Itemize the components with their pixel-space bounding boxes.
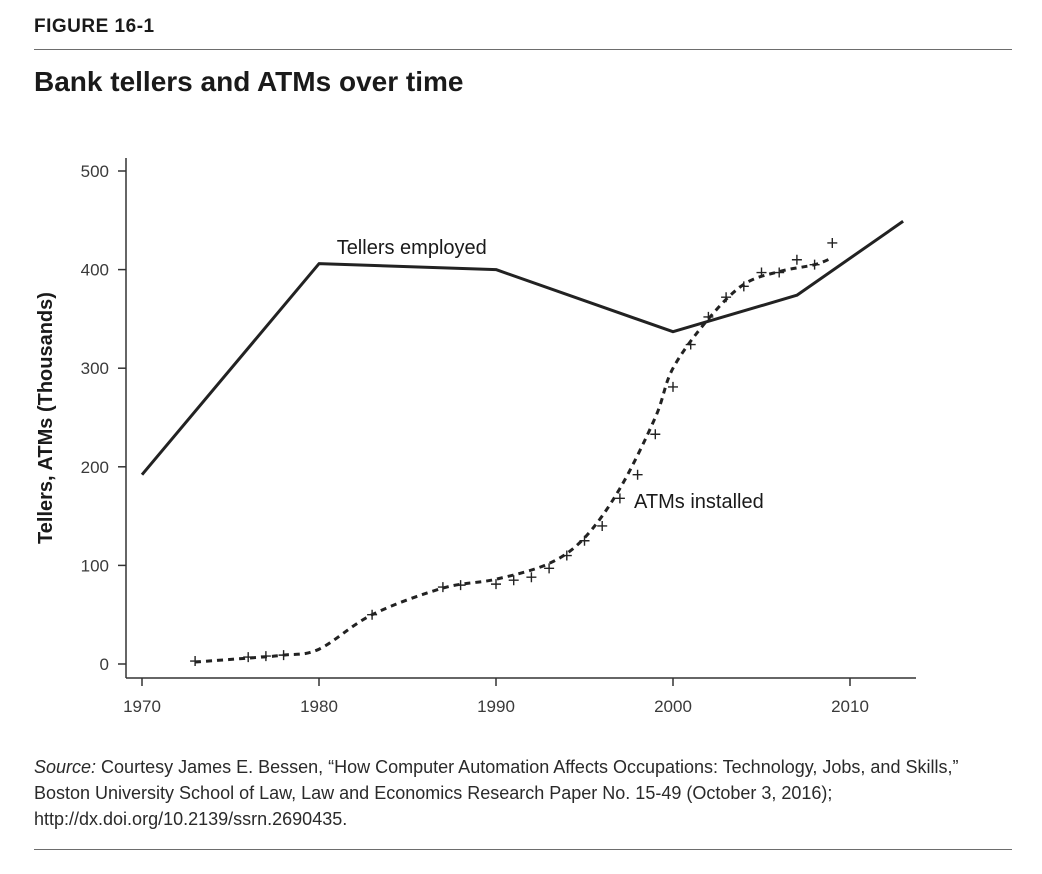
atms-installed-marker-1992 (526, 572, 537, 583)
atms-installed-marker-2002 (703, 311, 714, 322)
y-axis-label: Tellers, ATMs (Thousands) (35, 292, 57, 544)
bottom-divider (34, 849, 1012, 850)
y-tick-label-200: 200 (81, 458, 109, 477)
atms-installed-marker-1997 (614, 493, 625, 504)
atms-installed-marker-1998 (632, 469, 643, 480)
y-tick-label-0: 0 (100, 655, 109, 674)
atms-installed-marker-1990 (491, 579, 501, 590)
atms-installed-marker-2004 (738, 281, 749, 292)
chart-title: Bank tellers and ATMs over time (34, 66, 464, 97)
axes: 0 100 200 300 400 500 1970 1980 1990 2000 2010 (81, 158, 916, 716)
atms-installed-marker-1995 (579, 535, 590, 546)
chart-plot: 0 100 200 300 400 500 1970 1980 1990 2000 2010 Tel… (35, 158, 916, 716)
atms-installed-marker-1978 (278, 650, 289, 661)
atms-installed-marker-1996 (597, 520, 608, 531)
atms-installed-fit-line (194, 256, 833, 664)
atms-installed-marker-2008 (809, 259, 820, 270)
atms-installed-markers (190, 237, 838, 667)
x-tick-label-2010: 2010 (831, 697, 869, 716)
source-text: Courtesy James E. Bessen, “How Computer … (34, 757, 959, 829)
atms-installed-marker-1987 (437, 582, 448, 593)
annotation-layer: Tellers employed ATMs installed (337, 237, 764, 513)
y-tick-label-500: 500 (81, 162, 109, 181)
atms-installed-marker-1993 (544, 563, 555, 574)
atms-installed-marker-1988 (455, 580, 466, 591)
atms-installed-marker-2007 (791, 254, 802, 265)
x-tick-label-1970: 1970 (123, 697, 161, 716)
figure-label: FIGURE 16-1 (34, 16, 155, 37)
source-note: Source: Courtesy James E. Bessen, “How C… (34, 754, 1014, 832)
atms-installed-marker-2006 (774, 267, 785, 278)
series-layer (140, 220, 904, 667)
annotation-tellers-employed: Tellers employed (337, 237, 487, 259)
atms-installed-marker-1999 (650, 429, 661, 440)
atms-installed-marker-2005 (756, 267, 767, 278)
atms-installed-marker-2009 (827, 237, 838, 248)
atms-installed-marker-1991 (508, 575, 519, 586)
source-prefix: Source: (34, 757, 97, 777)
x-tick-label-2000: 2000 (654, 697, 692, 716)
y-tick-label-300: 300 (81, 359, 109, 378)
atms-installed-marker-2000 (668, 381, 678, 392)
x-tick-label-1990: 1990 (477, 697, 515, 716)
y-tick-label-400: 400 (81, 261, 109, 280)
atms-installed-marker-1973 (190, 656, 201, 667)
atms-installed-marker-1977 (260, 651, 271, 662)
x-tick-label-1980: 1980 (300, 697, 338, 716)
atms-installed-marker-2003 (721, 292, 732, 303)
atms-installed-marker-1976 (243, 652, 254, 663)
y-tick-label-100: 100 (81, 556, 109, 575)
tellers-employed-line (140, 220, 904, 476)
top-divider (34, 49, 1012, 50)
atms-installed-marker-2001 (685, 339, 696, 350)
atms-installed-marker-1983 (367, 609, 378, 620)
annotation-atms-installed: ATMs installed (634, 491, 764, 513)
atms-installed-marker-1994 (561, 550, 572, 561)
